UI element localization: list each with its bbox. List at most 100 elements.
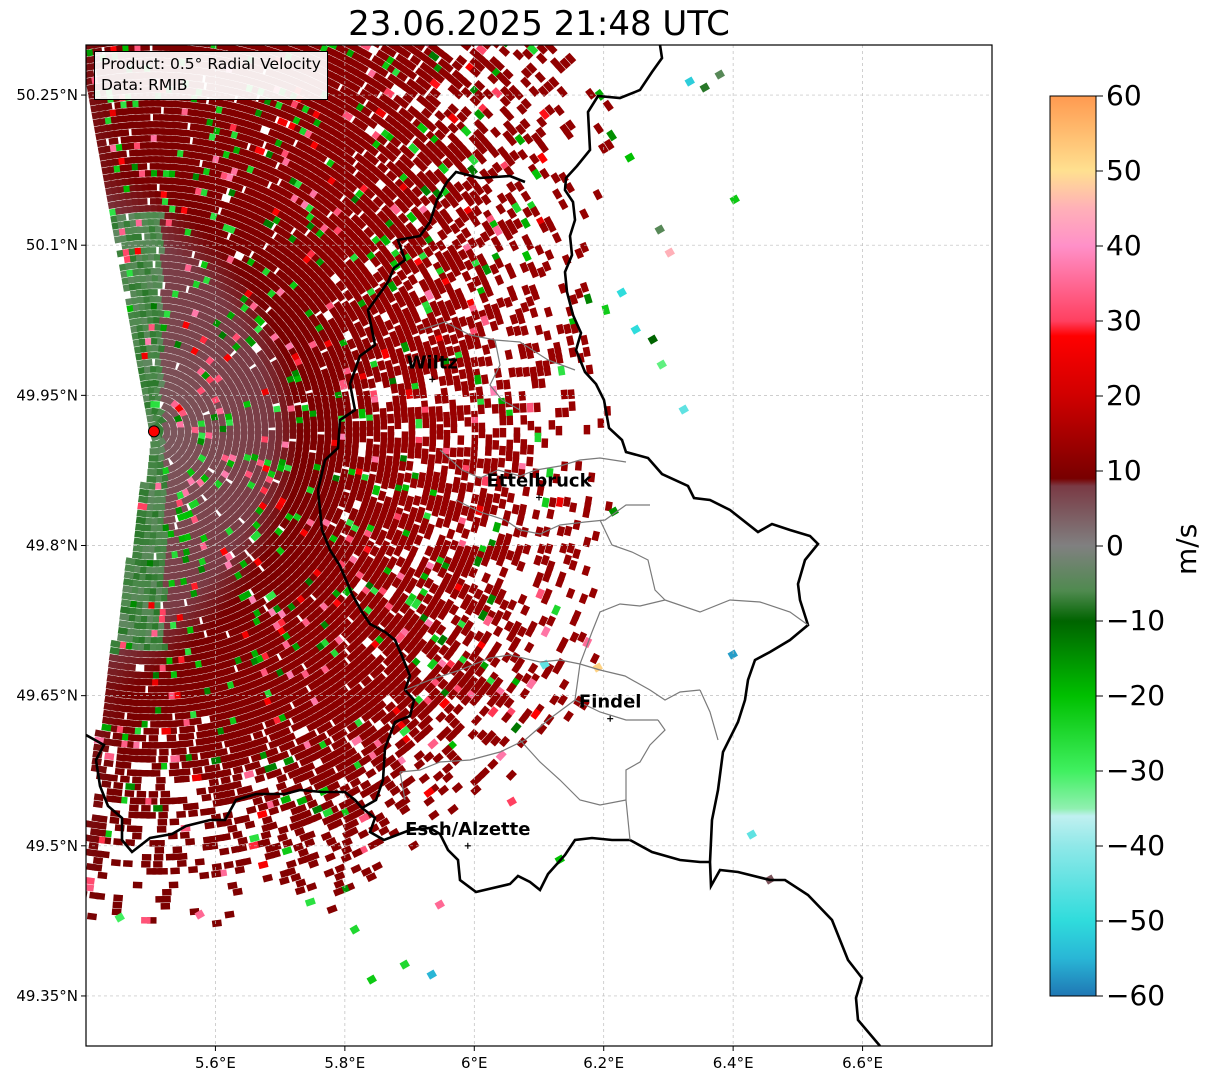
velocity-gate xyxy=(162,601,173,609)
velocity-gate xyxy=(117,627,129,635)
velocity-gate xyxy=(473,374,482,385)
velocity-gate xyxy=(104,752,115,761)
velocity-gate xyxy=(470,493,480,505)
velocity-gate xyxy=(94,729,105,738)
velocity-gate xyxy=(179,726,190,734)
velocity-gate xyxy=(387,413,395,424)
velocity-gate xyxy=(133,537,144,546)
velocity-gate xyxy=(191,773,202,782)
velocity-gate xyxy=(518,390,526,401)
velocity-gate xyxy=(221,761,233,770)
velocity-gate xyxy=(156,776,166,784)
velocity-gate xyxy=(103,759,114,768)
velocity-gate xyxy=(136,509,147,518)
velocity-gate xyxy=(492,492,501,504)
velocity-gate xyxy=(505,451,513,462)
velocity-gate xyxy=(334,462,343,474)
velocity-gate xyxy=(371,402,380,413)
velocity-gate xyxy=(180,136,191,144)
velocity-gate xyxy=(107,660,119,669)
velocity-gate xyxy=(463,446,471,457)
velocity-gate xyxy=(144,664,154,672)
velocity-gate xyxy=(520,445,527,455)
velocity-gate xyxy=(149,448,160,455)
velocity-gate xyxy=(477,356,486,367)
velocity-gate xyxy=(461,270,472,282)
velocity-gate xyxy=(101,780,112,789)
velocity-gate xyxy=(118,620,129,628)
velocity-gate xyxy=(492,428,500,438)
velocity-gate xyxy=(137,502,148,511)
velocity-gate xyxy=(436,634,448,646)
velocity-gate xyxy=(101,716,113,725)
velocity-gate xyxy=(146,475,157,483)
velocity-gate xyxy=(445,375,454,386)
velocity-gate xyxy=(119,775,130,783)
velocity-gate xyxy=(342,456,351,468)
velocity-gate xyxy=(491,403,499,414)
velocity-gate xyxy=(150,440,161,448)
velocity-gate xyxy=(126,712,137,721)
velocity-gate xyxy=(456,447,464,458)
velocity-gate xyxy=(159,797,170,805)
velocity-gate xyxy=(511,504,520,515)
velocity-gate xyxy=(480,374,489,385)
velocity-gate xyxy=(489,385,498,397)
velocity-gate xyxy=(198,402,209,414)
velocity-gate xyxy=(358,408,366,419)
velocity-gate xyxy=(116,213,127,222)
velocity-gate xyxy=(359,432,367,443)
velocity-gate xyxy=(388,478,397,490)
velocity-gate xyxy=(108,653,120,662)
velocity-gate xyxy=(122,585,133,594)
velocity-gate xyxy=(109,646,120,655)
velocity-gate xyxy=(151,763,162,770)
velocity-gate xyxy=(178,733,189,741)
velocity-gate xyxy=(126,769,137,777)
velocity-gate xyxy=(227,470,238,482)
velocity-gate xyxy=(243,770,255,779)
velocity-gate xyxy=(103,702,114,711)
velocity-gate xyxy=(479,516,489,528)
velocity-gate xyxy=(119,606,131,615)
velocity-gate xyxy=(466,482,475,493)
velocity-gate xyxy=(168,769,179,777)
velocity-gate xyxy=(299,392,308,404)
velocity-gate xyxy=(373,432,381,442)
velocity-gate xyxy=(385,401,394,412)
velocity-gate xyxy=(458,368,467,380)
velocity-gate xyxy=(416,477,426,489)
velocity-gate xyxy=(401,413,409,424)
velocity-gate xyxy=(195,738,206,746)
velocity-gate xyxy=(124,564,135,573)
velocity-gate xyxy=(113,781,124,790)
velocity-gate xyxy=(115,761,126,769)
velocity-gate xyxy=(188,499,200,510)
velocity-gate xyxy=(414,448,422,459)
velocity-gate xyxy=(217,503,229,515)
velocity-gate xyxy=(96,139,107,148)
velocity-gate xyxy=(492,521,502,533)
velocity-gate xyxy=(134,530,145,539)
velocity-gate xyxy=(104,695,115,704)
velocity-gate xyxy=(442,517,452,529)
velocity-gate xyxy=(420,454,429,465)
velocity-gate xyxy=(101,723,112,732)
velocity-gate xyxy=(374,473,384,484)
velocity-gate xyxy=(123,571,135,580)
velocity-gate xyxy=(107,667,118,676)
velocity-gate xyxy=(476,458,485,469)
velocity-gate xyxy=(204,764,215,773)
velocity-gate xyxy=(210,756,222,765)
velocity-gate xyxy=(412,388,421,399)
velocity-gate xyxy=(499,427,507,438)
velocity-gate xyxy=(177,122,188,130)
velocity-gate xyxy=(422,418,430,429)
velocity-gate xyxy=(415,418,423,429)
velocity-gate xyxy=(471,422,479,433)
velocity-gate xyxy=(155,784,165,791)
velocity-gate xyxy=(116,754,127,762)
velocity-gate xyxy=(477,404,485,415)
velocity-gate xyxy=(412,495,422,506)
